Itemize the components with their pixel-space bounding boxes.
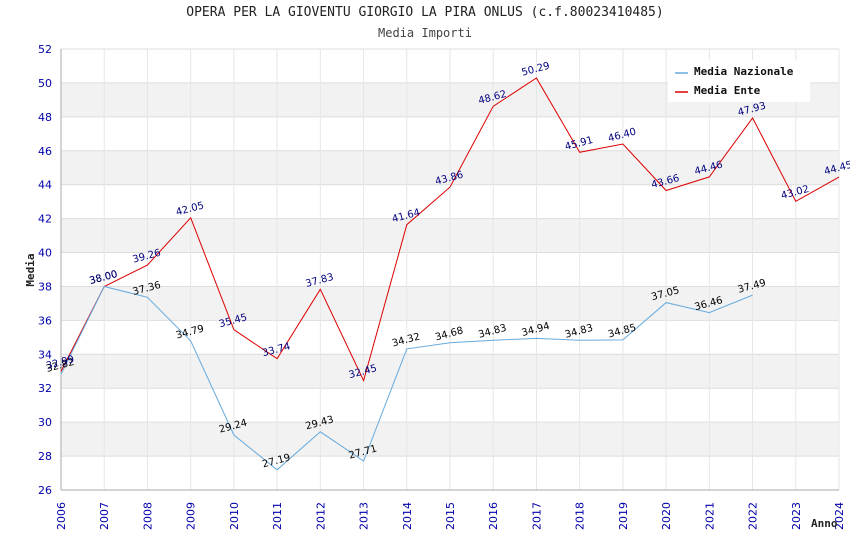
x-tick-label: 2009 — [185, 502, 198, 530]
x-tick-label: 2012 — [314, 502, 327, 530]
y-tick-label: 30 — [38, 416, 52, 429]
x-tick-label: 2006 — [55, 502, 68, 530]
x-axis-label: Anno — [811, 517, 838, 530]
x-tick-label: 2008 — [141, 502, 154, 530]
data-label-media-ente: 42.05 — [175, 200, 206, 218]
x-tick-label: 2020 — [660, 502, 673, 530]
data-label-media-nazionale: 34.83 — [477, 323, 508, 341]
y-tick-label: 48 — [38, 111, 52, 124]
x-tick-label: 2010 — [228, 502, 241, 530]
y-tick-label: 38 — [38, 280, 52, 293]
series-line-media-nazionale — [60, 285, 753, 471]
x-tick-label: 2023 — [790, 502, 803, 530]
data-label-media-nazionale: 34.79 — [175, 323, 206, 341]
y-tick-label: 52 — [38, 43, 52, 56]
x-tick-label: 2021 — [703, 502, 716, 530]
y-tick-label: 40 — [38, 247, 52, 260]
legend-entry: Media Nazionale — [694, 65, 794, 78]
x-tick-label: 2016 — [487, 502, 500, 530]
data-label-media-ente: 38.00 — [88, 269, 119, 287]
x-tick-labels: 2006 2007 2008 2009 2010 2011 2012 2013 2014 2015… — [55, 502, 846, 530]
y-tick-label: 34 — [38, 348, 52, 361]
x-tick-label: 2017 — [530, 502, 543, 530]
y-tick-label: 36 — [38, 314, 52, 327]
y-tick-label: 44 — [38, 179, 52, 192]
x-tick-label: 2022 — [747, 502, 760, 530]
y-tick-label: 28 — [38, 450, 52, 463]
y-tick-label: 46 — [38, 145, 52, 158]
series-lines — [60, 77, 840, 471]
legend-box — [668, 60, 810, 102]
data-label-media-ente: 46.40 — [607, 127, 638, 145]
x-tick-label: 2007 — [98, 502, 111, 530]
y-tick-label: 26 — [38, 484, 52, 497]
y-axis-label: Media — [24, 253, 37, 286]
data-label-media-nazionale: 34.68 — [434, 325, 465, 343]
data-label-media-nazionale: 34.32 — [391, 331, 422, 349]
x-tick-label: 2015 — [444, 502, 457, 530]
data-label-media-nazionale: 34.85 — [607, 322, 638, 340]
axes — [60, 49, 839, 491]
x-tick-label: 2018 — [574, 502, 587, 530]
chart-subtitle: Media Importi — [378, 26, 472, 40]
data-label-media-nazionale: 34.94 — [521, 321, 552, 339]
chart-title: OPERA PER LA GIOVENTU GIORGIO LA PIRA ON… — [186, 5, 664, 20]
y-tick-label: 32 — [38, 382, 52, 395]
y-tick-labels: 26 28 30 32 34 36 38 40 42 44 46 48 50 52 — [38, 43, 52, 497]
x-tick-label: 2013 — [358, 502, 371, 530]
data-labels: 32.8238.0037.3634.7929.2427.1929.4327.71… — [45, 61, 850, 471]
y-tick-label: 42 — [38, 213, 52, 226]
x-tick-label: 2011 — [271, 502, 284, 530]
series-line-media-ente — [60, 77, 840, 383]
y-tick-label: 50 — [38, 77, 52, 90]
x-tick-label: 2014 — [401, 502, 414, 530]
data-label-media-ente: 50.29 — [521, 61, 552, 79]
x-tick-label: 2019 — [617, 502, 630, 530]
x-tick-label: 2024 — [833, 502, 846, 530]
legend-entry: Media Ente — [694, 84, 761, 97]
legend: Media Nazionale Media Ente — [668, 60, 810, 102]
data-label-media-nazionale: 34.83 — [564, 323, 595, 341]
